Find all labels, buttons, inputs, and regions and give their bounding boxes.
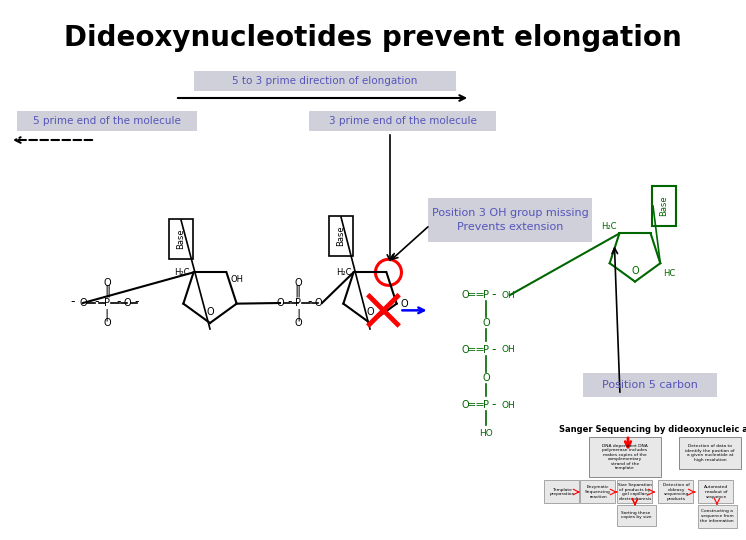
Text: O: O bbox=[314, 298, 322, 308]
FancyBboxPatch shape bbox=[329, 216, 353, 256]
Text: -: - bbox=[492, 343, 496, 356]
Text: Base: Base bbox=[336, 226, 345, 246]
Text: Enzymatic
Sequencing
reaction: Enzymatic Sequencing reaction bbox=[585, 485, 611, 498]
FancyBboxPatch shape bbox=[616, 480, 651, 503]
Text: O: O bbox=[461, 345, 468, 355]
Text: Size Separation
of products by
gel capillary
electrophoresis: Size Separation of products by gel capil… bbox=[618, 483, 652, 501]
FancyBboxPatch shape bbox=[698, 504, 736, 528]
Text: O: O bbox=[631, 266, 639, 275]
Text: Template
preparation: Template preparation bbox=[549, 488, 574, 496]
Text: OH: OH bbox=[502, 401, 515, 409]
Text: O: O bbox=[103, 318, 111, 328]
Text: ‖: ‖ bbox=[104, 285, 110, 298]
Text: HO: HO bbox=[479, 429, 493, 437]
FancyBboxPatch shape bbox=[652, 186, 676, 226]
Text: P: P bbox=[483, 290, 489, 300]
FancyBboxPatch shape bbox=[679, 437, 741, 469]
Text: |: | bbox=[105, 308, 109, 321]
Text: O: O bbox=[482, 373, 490, 383]
Text: H₂C: H₂C bbox=[336, 268, 351, 277]
Text: Detection of data to
identify the position of
a given nucleotide at
high resolut: Detection of data to identify the positi… bbox=[685, 444, 735, 462]
FancyBboxPatch shape bbox=[589, 437, 661, 477]
Text: H₂C: H₂C bbox=[601, 222, 616, 232]
Text: O: O bbox=[294, 278, 302, 288]
FancyBboxPatch shape bbox=[657, 480, 692, 503]
Text: P: P bbox=[483, 345, 489, 355]
Text: Automated
readout of
sequence: Automated readout of sequence bbox=[704, 485, 728, 498]
Text: P: P bbox=[295, 298, 301, 308]
Text: ==: == bbox=[467, 400, 486, 410]
FancyBboxPatch shape bbox=[616, 504, 656, 525]
Text: O: O bbox=[461, 290, 468, 300]
Text: Position 3 OH group missing
Prevents extension: Position 3 OH group missing Prevents ext… bbox=[432, 208, 589, 232]
Text: -: - bbox=[492, 399, 496, 411]
Text: Sorting these
copies by size: Sorting these copies by size bbox=[621, 511, 651, 519]
FancyBboxPatch shape bbox=[580, 480, 615, 503]
FancyBboxPatch shape bbox=[194, 71, 456, 91]
Text: -: - bbox=[135, 295, 140, 308]
Text: Base: Base bbox=[177, 228, 186, 249]
FancyBboxPatch shape bbox=[544, 480, 578, 503]
Text: HC: HC bbox=[663, 269, 676, 278]
Text: O: O bbox=[206, 307, 214, 317]
Text: O: O bbox=[366, 307, 374, 317]
Text: Base: Base bbox=[659, 195, 668, 217]
Text: O: O bbox=[276, 298, 283, 308]
Text: Detection of
dideoxy
sequencing
products: Detection of dideoxy sequencing products bbox=[662, 483, 689, 501]
Text: Position 5 carbon: Position 5 carbon bbox=[602, 380, 698, 390]
Text: O: O bbox=[123, 298, 131, 308]
Text: P: P bbox=[483, 400, 489, 410]
Text: Constructing a
sequence from
the information: Constructing a sequence from the informa… bbox=[700, 509, 734, 523]
Text: -: - bbox=[95, 295, 99, 308]
FancyBboxPatch shape bbox=[583, 373, 717, 397]
Text: H₂C: H₂C bbox=[174, 268, 189, 277]
Text: OH: OH bbox=[231, 275, 243, 285]
Text: 5 to 3 prime direction of elongation: 5 to 3 prime direction of elongation bbox=[232, 76, 418, 86]
Text: -: - bbox=[71, 295, 75, 308]
Text: |: | bbox=[296, 308, 300, 321]
Text: ==: == bbox=[467, 290, 486, 300]
Text: O: O bbox=[103, 278, 111, 288]
Text: -: - bbox=[288, 295, 292, 308]
Text: Dideoxynucleotides prevent elongation: Dideoxynucleotides prevent elongation bbox=[64, 24, 682, 52]
Text: -: - bbox=[492, 288, 496, 301]
Text: -: - bbox=[117, 295, 122, 308]
Text: OH: OH bbox=[502, 291, 515, 300]
Text: DNA dependent DNA
polymerase includes
makes copies of the
complementary
strand o: DNA dependent DNA polymerase includes ma… bbox=[602, 443, 648, 470]
Text: O: O bbox=[294, 318, 302, 328]
Text: O: O bbox=[482, 318, 490, 328]
Text: ==: == bbox=[467, 345, 486, 355]
Text: P: P bbox=[104, 298, 110, 308]
Text: ‖: ‖ bbox=[295, 285, 301, 298]
FancyBboxPatch shape bbox=[169, 219, 193, 259]
Text: 3 prime end of the molecule: 3 prime end of the molecule bbox=[329, 116, 477, 126]
Text: 5 prime end of the molecule: 5 prime end of the molecule bbox=[33, 116, 181, 126]
Text: O: O bbox=[401, 299, 408, 309]
Text: O: O bbox=[461, 400, 468, 410]
FancyBboxPatch shape bbox=[698, 480, 733, 503]
FancyBboxPatch shape bbox=[428, 198, 592, 242]
Text: O: O bbox=[79, 298, 87, 308]
FancyBboxPatch shape bbox=[17, 111, 197, 131]
Text: OH: OH bbox=[502, 346, 515, 354]
Text: Sanger Sequencing by dideoxynucleic acid: Sanger Sequencing by dideoxynucleic acid bbox=[559, 426, 746, 435]
Text: -: - bbox=[308, 295, 313, 308]
FancyBboxPatch shape bbox=[309, 111, 496, 131]
